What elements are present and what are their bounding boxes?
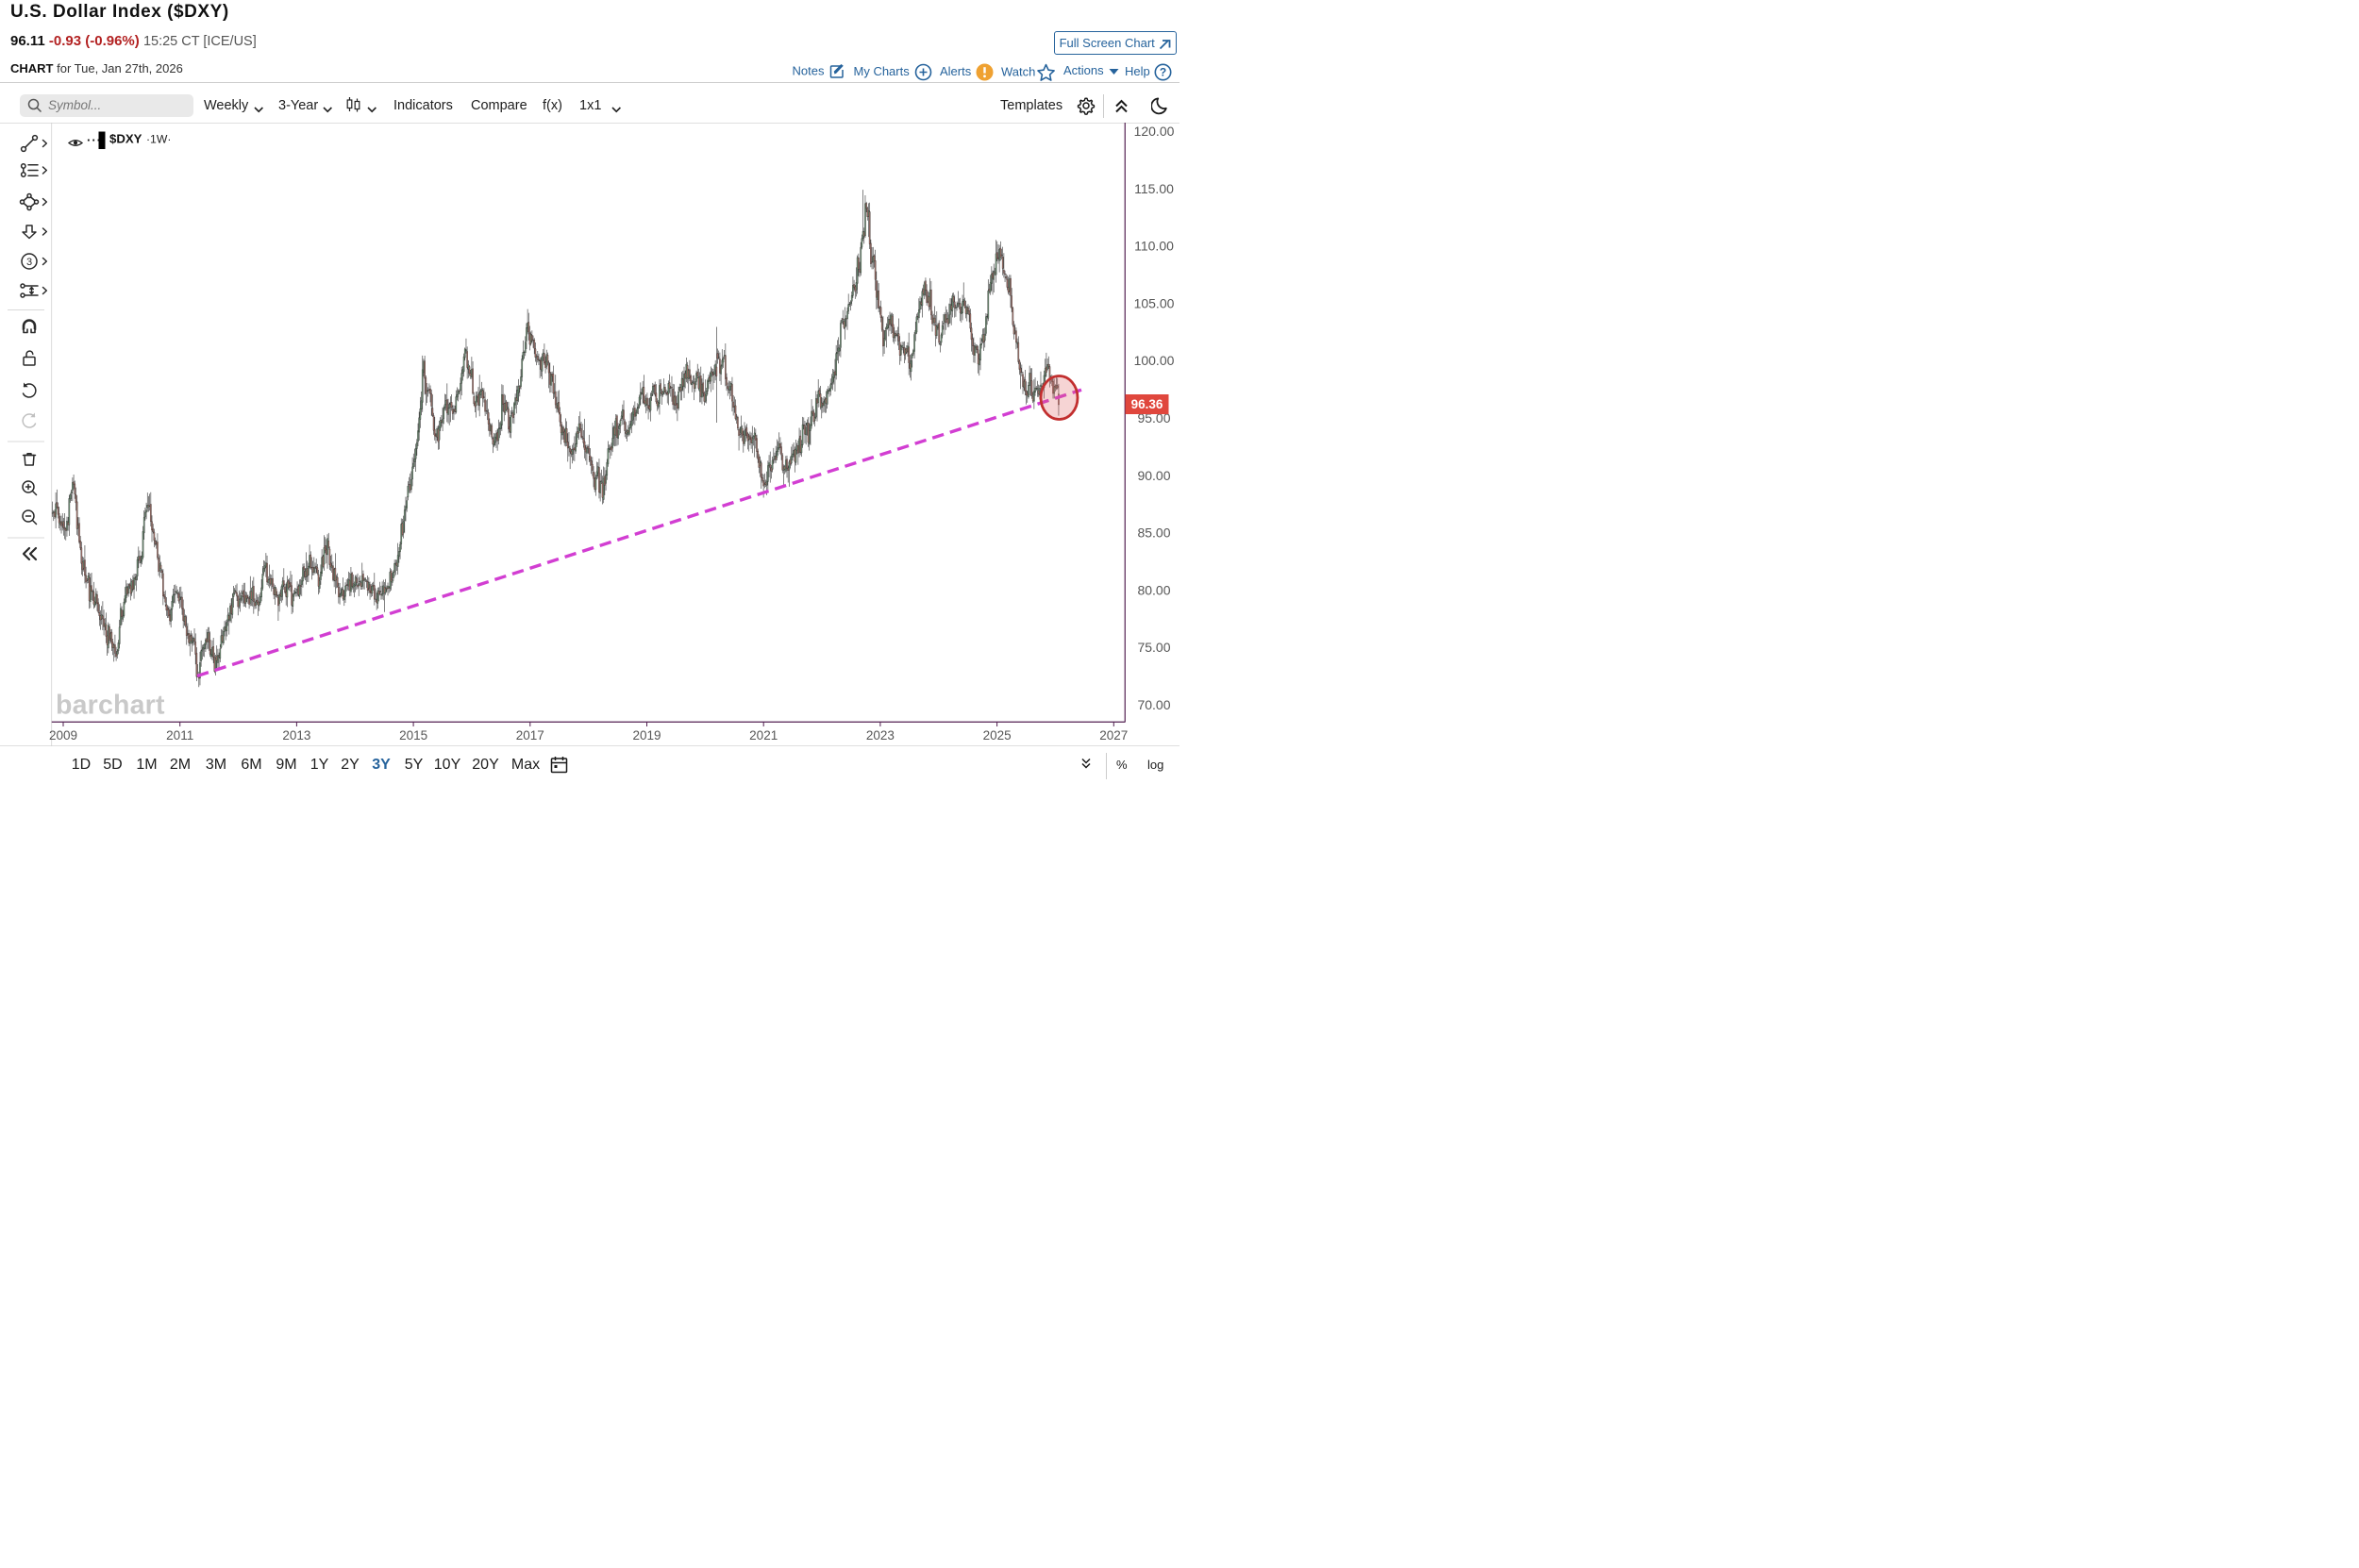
svg-text:110.00: 110.00 (1134, 239, 1174, 254)
svg-text:·1W·: ·1W· (146, 133, 171, 146)
svg-text:2023: 2023 (866, 728, 895, 742)
svg-text:120.00: 120.00 (1134, 124, 1175, 139)
svg-text:?: ? (1160, 66, 1166, 79)
svg-text:85.00: 85.00 (1137, 525, 1170, 541)
svg-text:barchart: barchart (56, 691, 165, 721)
svg-text:2015: 2015 (399, 728, 427, 742)
svg-text:$DXY: $DXY (109, 132, 142, 146)
svg-text:80.00: 80.00 (1137, 582, 1170, 597)
svg-text:2025: 2025 (983, 728, 1012, 742)
svg-text:115.00: 115.00 (1134, 181, 1174, 196)
svg-text:3: 3 (26, 257, 32, 268)
svg-text:2009: 2009 (49, 728, 77, 742)
svg-text:2013: 2013 (282, 728, 310, 742)
svg-text:96.36: 96.36 (1131, 397, 1163, 411)
svg-text:2011: 2011 (166, 728, 193, 742)
svg-text:···: ··· (87, 133, 102, 147)
svg-text:90.00: 90.00 (1137, 468, 1170, 483)
svg-text:105.00: 105.00 (1134, 295, 1175, 310)
svg-text:2019: 2019 (632, 728, 661, 742)
svg-text:70.00: 70.00 (1137, 697, 1170, 712)
svg-text:2021: 2021 (749, 728, 778, 742)
svg-text:2017: 2017 (516, 728, 544, 742)
svg-text:75.00: 75.00 (1137, 640, 1170, 655)
svg-text:2027: 2027 (1099, 728, 1128, 742)
svg-text:100.00: 100.00 (1134, 353, 1175, 368)
